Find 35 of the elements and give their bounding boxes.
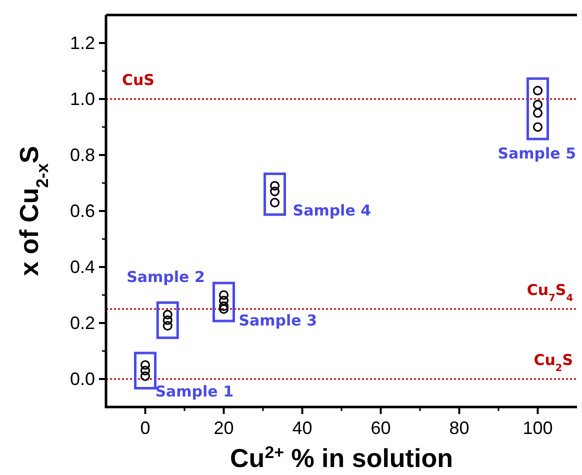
x-tick-label: 0 [140, 418, 150, 438]
point [532, 122, 543, 132]
y-tick-label: 0.2 [70, 313, 95, 333]
annotation: Sample 1 [155, 382, 234, 401]
y-tick-label: 1.2 [70, 33, 95, 53]
point [218, 304, 229, 314]
point [162, 321, 172, 331]
annotation: Sample 5 [498, 144, 576, 163]
point [532, 86, 543, 96]
x-tick-label: 60 [370, 418, 391, 438]
y-tick-label: 1.0 [70, 89, 95, 109]
y-tick-label: 0.0 [70, 369, 95, 389]
point [140, 360, 150, 370]
y-tick-label: 0.4 [70, 257, 95, 277]
point [270, 198, 280, 208]
x-axis-title: Cu$^{2+}$ % in solution [230, 442, 453, 473]
point [218, 290, 229, 300]
ref-line-label: Cu$_{2}$S [534, 351, 573, 374]
x-tick-label: 80 [449, 418, 470, 438]
ref-line-label: CuS [122, 71, 154, 89]
point [162, 310, 172, 320]
x-tick-label: 20 [214, 418, 234, 438]
point [140, 371, 150, 381]
ref-line-label: Cu$_{7}$S$_{4}$ [526, 281, 574, 304]
annotation: Sample 3 [238, 312, 318, 330]
annotation: Sample 2 [126, 268, 205, 286]
point [270, 186, 280, 196]
x-tick-label: 100 [522, 418, 553, 438]
y-tick-label: 0.8 [70, 145, 95, 165]
point [270, 181, 280, 191]
point [532, 108, 543, 118]
point [532, 100, 543, 110]
x-tick-label: 40 [292, 418, 312, 438]
annotation: Sample 4 [292, 201, 372, 220]
y-tick-label: 0.6 [70, 201, 95, 221]
